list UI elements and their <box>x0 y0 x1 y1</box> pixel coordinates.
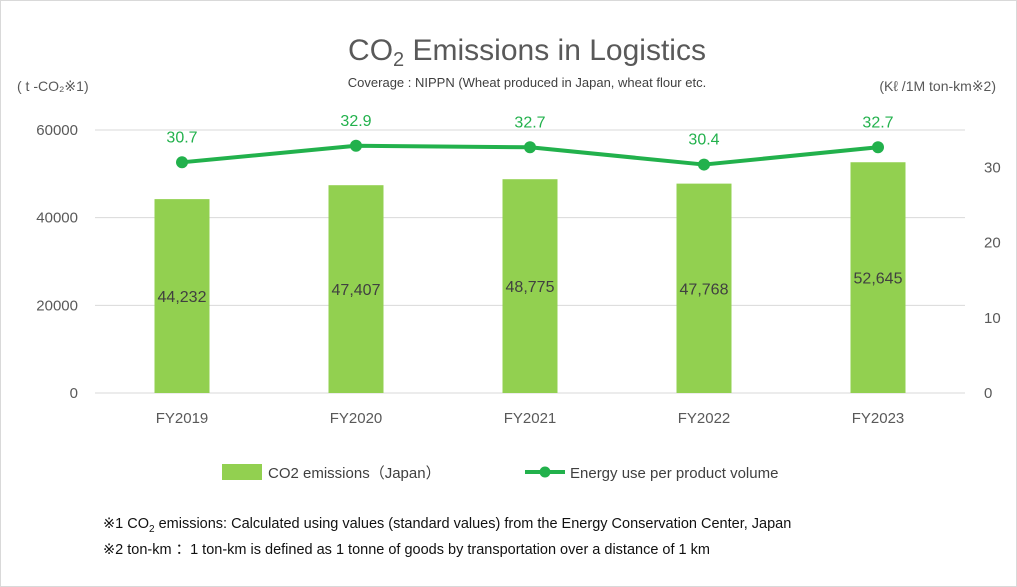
x-axis-ticks: FY2019 FY2020 FY2021 FY2022 FY2023 <box>156 410 905 427</box>
x-axis-tick-label: FY2022 <box>678 410 731 427</box>
line-data-label: 32.7 <box>862 114 893 131</box>
chart-title: CO2 Emissions in Logistics <box>348 34 706 71</box>
line-point <box>698 158 710 171</box>
bar <box>676 183 732 393</box>
bar-data-label: 52,645 <box>854 271 903 288</box>
left-axis-tick-label: 0 <box>70 385 78 402</box>
legend: CO2 emissions（Japan） Energy use per prod… <box>222 464 778 482</box>
line-point <box>872 141 884 154</box>
x-axis-tick-label: FY2023 <box>852 410 905 427</box>
line-data-label: 32.9 <box>340 113 371 130</box>
legend-label-bar: CO2 emissions（Japan） <box>268 465 441 482</box>
right-axis-tick-label: 0 <box>984 385 992 402</box>
line-point <box>176 156 188 169</box>
right-axis-tick-label: 30 <box>984 160 1001 177</box>
right-axis-unit: (Kℓ /1M ton-km※2) <box>879 78 996 94</box>
bar <box>154 199 210 393</box>
footnote-2: ※2 ton-km ：1 ton-km is defined as 1 tonn… <box>103 542 710 558</box>
bar-data-label: 47,407 <box>332 282 381 299</box>
x-axis-tick-label: FY2021 <box>504 410 557 427</box>
line-series <box>176 139 884 171</box>
x-axis-tick-label: FY2020 <box>330 410 383 427</box>
line-data-label: 30.7 <box>166 129 197 146</box>
right-axis-tick-label: 10 <box>984 310 1001 327</box>
right-axis-tick-label: 20 <box>984 235 1001 252</box>
x-axis-tick-label: FY2019 <box>156 410 209 427</box>
bar-data-label: 44,232 <box>158 289 207 306</box>
right-axis-ticks: 0 10 20 30 <box>984 160 1001 402</box>
left-axis-unit: ( t -CO₂※1) <box>17 78 89 94</box>
left-axis-tick-label: 40000 <box>36 210 78 227</box>
line-point <box>350 139 362 152</box>
line-data-labels: 30.7 32.9 32.7 30.4 32.7 <box>166 113 893 149</box>
left-axis-tick-label: 20000 <box>36 297 78 314</box>
bar <box>850 162 906 393</box>
line-point <box>524 141 536 154</box>
bar <box>502 179 558 393</box>
legend-swatch-bar <box>222 464 262 480</box>
bar-data-label: 47,768 <box>680 281 729 298</box>
left-axis-tick-label: 60000 <box>36 122 78 139</box>
chart-subtitle: Coverage : NIPPN (Wheat produced in Japa… <box>348 75 706 90</box>
footnote-1: ※1 CO2 emissions: Calculated using value… <box>103 516 791 535</box>
bar-series <box>154 162 906 393</box>
left-axis-ticks: 0 20000 40000 60000 <box>36 122 78 402</box>
bar <box>328 185 384 393</box>
legend-label-line: Energy use per product volume <box>570 465 778 482</box>
bar-data-label: 48,775 <box>506 279 555 296</box>
bar-data-labels: 44,232 47,407 48,775 47,768 52,645 <box>158 271 903 306</box>
line-data-label: 32.7 <box>514 114 545 131</box>
line-data-label: 30.4 <box>688 132 719 149</box>
legend-swatch-marker <box>539 466 551 478</box>
